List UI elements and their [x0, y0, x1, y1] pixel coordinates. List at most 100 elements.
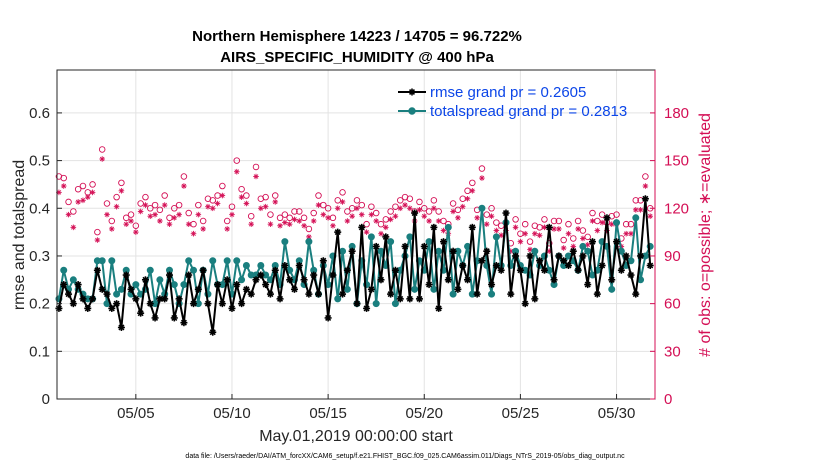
- rmse-point: [223, 276, 231, 284]
- obs-possible-point: [315, 192, 322, 199]
- totalspread-point: [69, 276, 77, 284]
- rmse-point: [319, 257, 327, 265]
- obs-evaluated-point: [440, 227, 447, 234]
- rmse-point: [132, 295, 140, 303]
- totalspread-point: [367, 233, 375, 241]
- obs-evaluated-point: [200, 226, 206, 232]
- obs-possible-point: [223, 217, 231, 225]
- rmse-point: [507, 290, 515, 298]
- rmse-point: [194, 285, 202, 293]
- obs-possible-point: [589, 209, 596, 217]
- rmse-point: [435, 304, 443, 312]
- obs-possible-point: [387, 208, 394, 215]
- obs-evaluated-point: [147, 213, 154, 220]
- obs-evaluated-point: [128, 218, 134, 224]
- totalspread-point: [387, 238, 395, 246]
- obs-evaluated-point: [80, 197, 86, 204]
- obs-evaluated-point: [450, 208, 456, 215]
- rmse-point: [464, 276, 472, 284]
- legend-rmse-marker: [408, 88, 416, 96]
- rmse-point: [627, 271, 635, 279]
- rmse-point: [560, 257, 568, 265]
- rmse-point: [593, 290, 601, 298]
- y2-tick-label: 60: [664, 296, 681, 313]
- obs-possible-point: [185, 209, 192, 217]
- obs-possible-point: [541, 216, 548, 223]
- totalspread-point: [608, 285, 616, 293]
- rmse-point: [348, 247, 356, 255]
- obs-evaluated-point: [334, 205, 341, 212]
- y-tick-label: 0: [42, 391, 50, 408]
- obs-evaluated-point: [315, 202, 322, 208]
- rmse-point: [209, 328, 217, 336]
- rmse-point: [252, 276, 260, 284]
- obs-possible-point: [132, 222, 140, 230]
- rmse-point: [353, 300, 361, 308]
- obs-evaluated-point: [363, 229, 370, 235]
- rmse-point: [310, 271, 318, 279]
- obs-possible-point: [60, 174, 67, 182]
- obs-possible-point: [449, 200, 457, 207]
- rmse-point: [218, 300, 226, 308]
- obs-evaluated-point: [594, 227, 601, 234]
- obs-possible-point: [469, 179, 476, 187]
- x-tick-label: 05/20: [405, 405, 443, 422]
- y2-tick-label: 30: [664, 343, 681, 360]
- rmse-point: [315, 290, 322, 298]
- rmse-point: [439, 238, 447, 246]
- rmse-point: [608, 276, 616, 284]
- rmse-point: [454, 285, 462, 293]
- rmse-point: [367, 285, 375, 293]
- rmse-point: [406, 295, 414, 303]
- totalspread-point: [584, 247, 592, 255]
- rmse-point: [122, 271, 130, 279]
- rmse-point: [363, 304, 371, 312]
- rmse-point: [343, 266, 351, 274]
- obs-evaluated-point: [238, 194, 245, 200]
- x-tick-label: 05/05: [117, 405, 155, 422]
- obs-possible-point: [156, 206, 164, 214]
- obs-possible-point: [147, 205, 154, 212]
- obs-evaluated-point: [584, 242, 591, 248]
- legend-spread-label: totalspread grand pr = 0.2813: [430, 103, 627, 120]
- rmse-point: [632, 290, 640, 298]
- obs-evaluated-point: [209, 205, 216, 212]
- rmse-point: [531, 295, 539, 303]
- obs-evaluated-point: [233, 168, 240, 175]
- x-tick-label: 05/15: [309, 405, 347, 422]
- x-tick-label: 05/10: [213, 405, 251, 422]
- rmse-point: [473, 290, 481, 298]
- rmse-point: [468, 223, 476, 231]
- obs-possible-point: [560, 236, 567, 244]
- totalspread-point: [613, 219, 621, 227]
- obs-possible-point: [435, 208, 442, 215]
- obs-evaluated-point: [118, 187, 125, 194]
- rmse-point: [60, 281, 68, 289]
- rmse-point: [387, 290, 395, 298]
- obs-evaluated-point: [267, 221, 274, 227]
- y-tick-label: 0.1: [29, 343, 50, 360]
- legend-rmse-asterisk: [408, 88, 416, 96]
- rmse-point: [444, 276, 452, 284]
- rmse-point: [526, 252, 534, 260]
- rmse-point: [358, 223, 366, 231]
- y-axis-label: rmse and totalspread: [11, 160, 28, 310]
- obs-possible-point: [271, 192, 279, 199]
- plot-area: [57, 70, 655, 399]
- obs-possible-point: [613, 211, 620, 218]
- obs-possible-point: [377, 220, 385, 228]
- obs-evaluated-point: [310, 218, 317, 224]
- rmse-point: [242, 285, 250, 293]
- obs-evaluated-point: [392, 213, 399, 220]
- obs-evaluated-point: [325, 215, 331, 221]
- obs-evaluated-point: [195, 211, 202, 218]
- obs-evaluated-point: [84, 194, 91, 200]
- rmse-point: [228, 304, 236, 312]
- rmse-point: [545, 223, 553, 231]
- rmse-point: [137, 309, 145, 317]
- rmse-point: [425, 281, 433, 289]
- obs-possible-point: [310, 209, 317, 217]
- obs-possible-point: [219, 182, 226, 190]
- obs-evaluated-point: [277, 222, 283, 229]
- obs-possible-point: [94, 228, 101, 236]
